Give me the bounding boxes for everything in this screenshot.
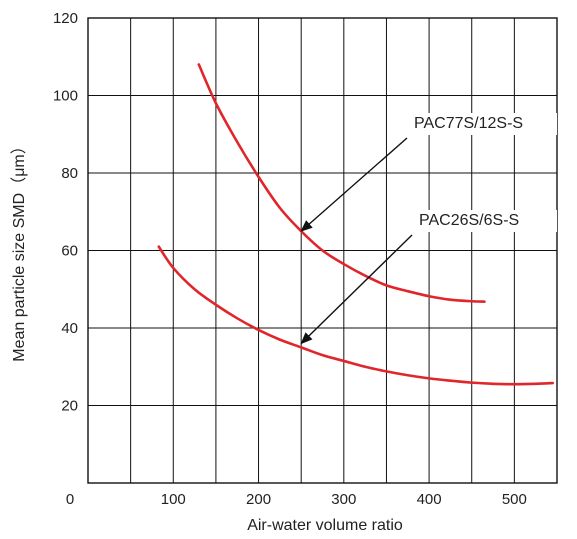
y-tick-label: 40 [61,320,78,337]
x-tick-label: 300 [331,491,356,508]
annotation-arrow [300,234,413,345]
plot-frame [87,17,558,484]
plot-border [87,17,558,484]
x-tick-label: 100 [161,491,186,508]
y-tick-label: 80 [61,165,78,182]
y-axis-label: Mean particle size SMD（μm） [10,138,28,362]
x-tick-label: 200 [246,491,271,508]
tick-labels: 0 100 200 300 400 500 20 40 60 80 100 120 [53,10,527,508]
y-tick-label: 100 [53,88,78,105]
y-tick-label: 120 [53,10,78,27]
x-tick-label: 400 [417,491,442,508]
series-line-1 [197,63,486,303]
series-line-2 [157,245,555,386]
annotation-label-1: PAC77S/12S-S [414,115,523,132]
x-tick-label: 0 [66,491,74,508]
annotation-label-bg [404,113,557,135]
x-tick-label: 500 [502,491,527,508]
annotation-label-2: PAC26S/6S-S [419,212,519,229]
series-lines [157,63,555,386]
annotation-arrow [300,137,408,232]
y-tick-label: 60 [61,243,78,260]
y-tick-label: 20 [61,398,78,415]
x-axis-label: Air-water volume ratio [247,517,403,534]
annotations: PAC77S/12S-S PAC26S/6S-S [300,113,557,345]
annotation-label-bg [409,210,557,232]
